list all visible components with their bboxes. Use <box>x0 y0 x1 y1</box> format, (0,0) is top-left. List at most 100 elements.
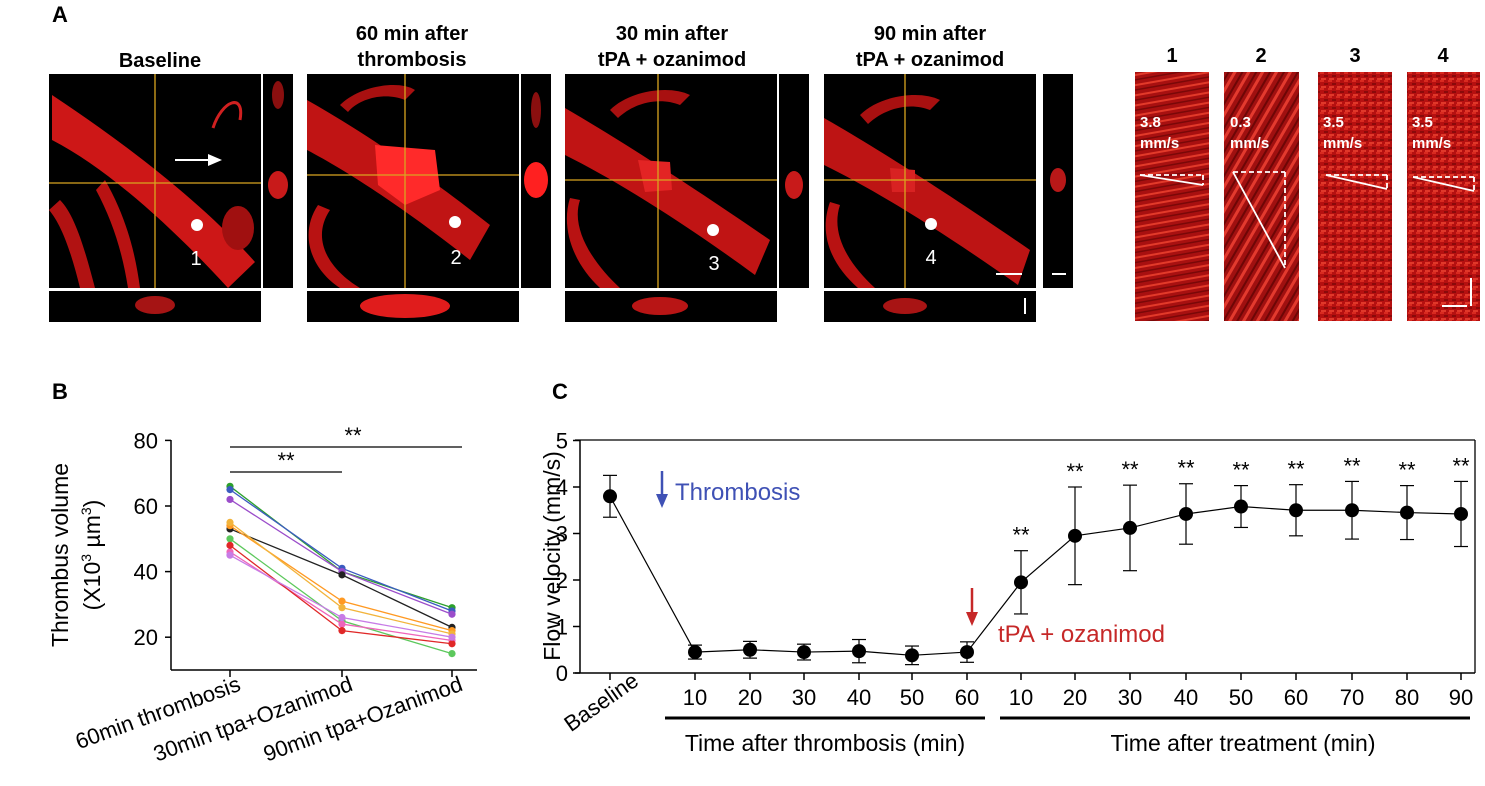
linescan-1-speed: 3.8 <box>1140 114 1161 131</box>
y-axis-label-line2: (X103 µm3) <box>78 500 105 611</box>
x-tick-label: 50 <box>900 685 924 710</box>
x-tick-label: 70 <box>1340 685 1364 710</box>
col-3-title-line1: 30 min after <box>616 23 728 45</box>
linescan-2-speed: 0.3 <box>1230 114 1251 131</box>
slope-triangle-1 <box>1139 174 1204 186</box>
vessel-curve <box>308 205 360 288</box>
data-point <box>226 541 234 549</box>
significance-label: ** <box>1012 523 1030 548</box>
col-2-title-line1: 60 min after <box>356 23 468 45</box>
bottom-projection-blob <box>360 294 450 318</box>
vessel-top <box>340 85 415 112</box>
linescan-2 <box>1224 72 1299 321</box>
x-tick-label: 90min tpa+Ozanimod <box>260 671 466 766</box>
vessel-branch <box>96 180 140 288</box>
y-tick-label: 5 <box>556 429 568 454</box>
side-projection-blob <box>272 81 284 109</box>
vessel-blob <box>222 206 254 250</box>
data-point <box>448 633 456 641</box>
data-point <box>448 610 456 618</box>
linescan-1-unit: mm/s <box>1140 135 1179 152</box>
annotation-thrombosis: Thrombosis <box>675 479 800 506</box>
y-tick-label: 20 <box>134 625 158 650</box>
measure-point-label: 4 <box>925 247 936 269</box>
side-projection-blob <box>785 171 803 199</box>
linescan-4-number: 4 <box>1437 45 1449 67</box>
data-point <box>797 645 811 660</box>
treatment-arrow-icon <box>966 612 978 626</box>
col-4-title-line2: tPA + ozanimod <box>856 49 1004 71</box>
x-tick-label: 30 <box>792 685 816 710</box>
data-point <box>338 620 346 628</box>
data-point <box>1123 520 1137 535</box>
linescan-1-number: 1 <box>1166 45 1177 67</box>
linescan-3-number: 3 <box>1349 45 1360 67</box>
x-tick-label: 40 <box>1174 685 1198 710</box>
linescan-3-unit: mm/s <box>1323 135 1362 152</box>
series-line-blue <box>229 489 453 612</box>
x-tick-label: 60 <box>1284 685 1308 710</box>
bottom-projection <box>824 291 1036 322</box>
data-point <box>338 613 346 622</box>
measure-point-label: 3 <box>708 253 719 275</box>
linescan-2-number: 2 <box>1255 45 1266 67</box>
x-tick-label: 50 <box>1229 685 1253 710</box>
bottom-projection-blob <box>135 296 175 314</box>
data-point <box>1289 503 1303 518</box>
data-point <box>852 644 866 659</box>
vessel-curve <box>825 202 875 288</box>
data-point <box>1014 575 1028 590</box>
micrograph-30min-tpa: 3 <box>565 74 809 322</box>
bottom-projection-blob <box>883 298 927 314</box>
linescan-1 <box>1135 72 1209 321</box>
flow-velocity-chart: Flow velocity (mm/s) Time after thrombos… <box>539 429 1476 756</box>
panel-b-label: B <box>52 379 68 404</box>
linescan-4 <box>1407 72 1480 321</box>
arrow-head-icon <box>208 154 222 166</box>
measure-point-label: 2 <box>450 247 461 269</box>
data-point <box>743 642 757 657</box>
significance-label: ** <box>344 423 362 448</box>
data-point <box>448 640 456 648</box>
significance-label: ** <box>1121 457 1139 482</box>
micrograph-90min-tpa: 4 <box>824 74 1073 322</box>
y-tick-label: 60 <box>134 494 158 519</box>
data-point <box>960 645 974 660</box>
vessel-main <box>52 95 255 288</box>
x-tick-label: 20 <box>1063 685 1087 710</box>
linescans: 1 2 3 4 3.8 mm/s 0.3 mm/s 3.5 mm/s 3.5 m… <box>1135 45 1480 321</box>
data-point <box>1068 528 1082 543</box>
linescan-3-speed: 3.5 <box>1323 114 1344 131</box>
data-point <box>338 627 346 635</box>
y-axis-label: Flow velocity (mm/s) <box>539 451 565 661</box>
x-tick-label: Baseline <box>559 668 642 737</box>
bottom-projection-blob <box>632 297 688 315</box>
side-projection-blob <box>531 92 541 128</box>
col-2-title-line2: thrombosis <box>358 49 467 71</box>
side-projection-blob <box>1050 168 1066 192</box>
thrombosis-arrow-icon <box>656 494 668 508</box>
linescan-4-speed: 3.5 <box>1412 114 1433 131</box>
thrombus-volume-chart: Thrombus volume (X103 µm3) 2040608060min… <box>47 423 477 766</box>
vessel-main <box>565 108 770 275</box>
panel-a-label: A <box>52 2 68 27</box>
series-line <box>609 496 1462 656</box>
data-point <box>905 648 919 663</box>
vessel-thin <box>211 101 243 129</box>
x-tick-label: 40 <box>847 685 871 710</box>
y-tick-label: 40 <box>134 560 158 585</box>
slope-triangle-2 <box>1232 171 1286 269</box>
data-point <box>688 645 702 660</box>
significance-label: ** <box>277 448 295 473</box>
data-point <box>338 597 346 605</box>
side-projection-blob <box>524 162 548 198</box>
linescan-3 <box>1318 72 1392 321</box>
measure-point <box>707 224 719 236</box>
significance-label: ** <box>1287 457 1305 482</box>
vessel-curve <box>566 198 620 288</box>
significance-label: ** <box>1232 458 1250 483</box>
data-point <box>338 571 346 579</box>
measure-point <box>925 218 937 230</box>
y-tick-label: 3 <box>556 522 568 547</box>
vessel-side <box>49 200 95 288</box>
